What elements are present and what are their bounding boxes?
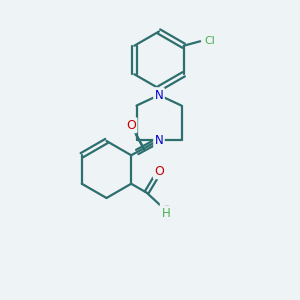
Text: N: N <box>154 88 164 102</box>
Text: N: N <box>154 134 164 147</box>
Text: H: H <box>162 207 171 220</box>
Text: Cl: Cl <box>205 36 216 46</box>
Text: O: O <box>161 204 171 217</box>
Text: O: O <box>126 119 136 132</box>
Text: O: O <box>154 165 164 178</box>
